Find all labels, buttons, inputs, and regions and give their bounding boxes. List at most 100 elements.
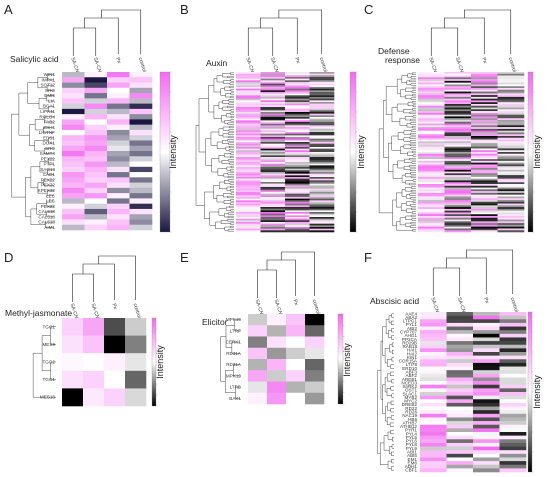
heatmap-cell: [107, 208, 130, 215]
heatmap-cell: [471, 128, 498, 131]
heatmap-cell: [285, 102, 310, 104]
dendro-branch: [228, 212, 234, 215]
heatmap-cell: [418, 84, 445, 87]
heatmap-cell: [129, 219, 153, 226]
heatmap-cell: [236, 158, 261, 161]
heatmap-cell: [107, 72, 130, 78]
heatmap-cell: [236, 95, 261, 98]
heatmap-cell: [236, 225, 261, 228]
heatmap-cell: [420, 352, 447, 356]
dendro-branch: [37, 77, 48, 89]
heatmap-cell: [446, 442, 474, 447]
heatmap-cell: [420, 439, 447, 444]
gene-label: AAE4: [405, 311, 417, 316]
heatmap-cell: [497, 123, 525, 126]
dendro-branch: [216, 195, 225, 203]
heatmap-cell: [107, 156, 130, 162]
heatmap-cell: [236, 72, 261, 74]
heatmap-cell: [285, 72, 310, 74]
heatmap-cell: [497, 198, 525, 201]
heatmap-cell: [444, 178, 472, 181]
heatmap-cell: [471, 79, 498, 82]
heatmap-cell: [285, 208, 310, 211]
heatmap-cell: [129, 82, 153, 89]
heatmap-cell: [497, 201, 525, 204]
heatmap-cell: [418, 121, 445, 124]
gene-label: KPEX32: [38, 188, 56, 193]
heatmap-cell: [260, 133, 286, 136]
heatmap-cell: [444, 109, 472, 112]
gene-label: COR15A: [399, 359, 418, 364]
heatmap-cell: [260, 178, 286, 181]
heatmap-cell: [420, 442, 447, 447]
heatmap-cell: [309, 140, 335, 143]
dendro-branch: [391, 393, 394, 398]
dendro-branch: [403, 144, 411, 149]
heatmap-cell: [236, 215, 261, 218]
dendro-branch: [409, 182, 416, 186]
heatmap-cell: [236, 83, 261, 86]
heatmap-cell: [260, 128, 286, 131]
heatmap-cell: [473, 392, 500, 396]
heatmap-cell: [497, 214, 525, 217]
heatmap-cell: [471, 104, 498, 107]
panel-title: Salicylic acid: [10, 54, 59, 64]
heatmap-cell: [62, 108, 85, 115]
dendro-branch: [218, 155, 225, 163]
heatmap-cell: [471, 112, 498, 115]
heatmap-cell: [62, 177, 85, 183]
heatmap-cell: [420, 344, 447, 349]
heatmap-cell: [236, 180, 261, 183]
heatmap-cell: [309, 205, 335, 208]
dendro-branch: [224, 153, 231, 158]
heatmap-cell: [497, 77, 525, 80]
dendro-branch: [432, 267, 461, 296]
row-dendrogram: [220, 319, 240, 399]
dendro-branch: [101, 9, 142, 54]
heatmap-cell: [285, 150, 310, 153]
heatmap-cell: [471, 207, 498, 210]
heatmap-cell: [418, 228, 445, 231]
dendro-branch: [409, 79, 416, 83]
heatmap-cell: [285, 155, 310, 158]
heatmap-cell: [473, 341, 500, 346]
heatmap-cell: [309, 163, 335, 166]
heatmap-cell: [471, 208, 498, 211]
heatmap-cell: [420, 392, 447, 396]
dendro-branch: [230, 225, 234, 229]
heatmap-cell: [418, 214, 445, 217]
heatmap-cell: [471, 155, 498, 158]
heatmap-cell: [107, 135, 130, 141]
column-dendrogram: [72, 255, 136, 302]
heatmap-cell: [236, 123, 261, 126]
heatmap-cell: [309, 85, 335, 88]
column-dendrogram: [72, 9, 142, 56]
heatmap-cell: [129, 145, 153, 152]
heatmap-cell: [260, 208, 286, 211]
dendro-branch: [222, 106, 231, 111]
dendro-branch: [390, 386, 394, 391]
heatmap-cell: [83, 335, 105, 354]
dendro-branch: [230, 112, 234, 115]
heatmap-cell: [260, 227, 286, 229]
dendro-branch: [228, 149, 234, 152]
heatmap-cell: [260, 205, 286, 208]
column-dendrogram: [430, 9, 512, 56]
heatmap-cell: [309, 188, 335, 191]
heatmap-cell: [471, 162, 498, 165]
dendro-branch: [228, 102, 234, 105]
heatmap-cell: [444, 223, 472, 226]
heatmap-cell: [471, 107, 498, 110]
heatmap-cell: [444, 230, 472, 233]
heatmap-cell: [471, 187, 498, 190]
heatmap-cell: [107, 124, 130, 131]
heatmap-cell: [471, 77, 498, 80]
dendro-branch: [411, 72, 416, 75]
heatmap-cell: [309, 143, 335, 146]
gene-label: CAL518: [38, 220, 55, 225]
dendro-branch: [391, 328, 394, 333]
heatmap-cell: [309, 78, 335, 81]
dendro-branch: [223, 193, 232, 198]
gene-label: MYB2: [404, 395, 417, 400]
heatmap-cell: [236, 165, 261, 168]
